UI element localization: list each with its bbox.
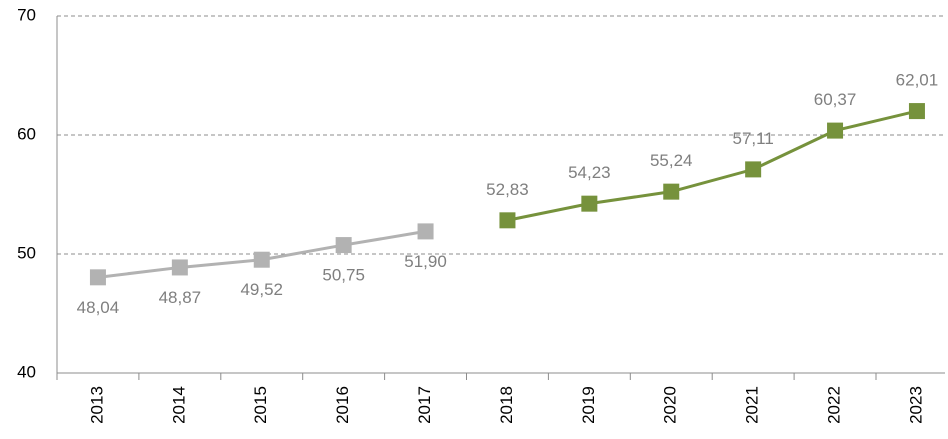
x-tick-label: 2015 [251,386,270,424]
marker [171,259,188,276]
marker [417,223,434,240]
y-tick-label: 70 [17,5,36,24]
data-label: 54,23 [568,163,611,182]
x-tick-label: 2023 [906,386,925,424]
y-tick-label: 40 [17,362,36,381]
marker [89,269,106,286]
data-label: 52,83 [486,180,529,199]
marker [663,183,680,200]
marker [745,161,762,178]
data-label: 51,90 [404,252,447,271]
x-tick-label: 2020 [661,386,680,424]
x-tick-label: 2013 [87,386,106,424]
marker [335,237,352,254]
data-label: 50,75 [322,266,365,285]
data-label: 57,11 [733,129,774,148]
y-tick-label: 50 [17,243,36,262]
x-tick-label: 2019 [579,386,598,424]
series-line [507,109,918,222]
y-tick-label: 60 [17,124,36,143]
x-tick-label: 2017 [415,386,434,424]
marker [253,251,270,268]
data-label: 55,24 [650,151,693,170]
data-label: 49,52 [240,280,283,299]
marker [581,195,598,212]
x-tick-label: 2021 [743,386,762,424]
x-tick-label: 2022 [825,386,844,424]
marker [499,212,516,229]
x-tick-label: 2018 [497,386,516,424]
x-tick-label: 2016 [333,386,352,424]
marker [908,103,925,120]
data-label: 60,37 [814,90,857,109]
data-label: 48,04 [77,298,120,317]
marker [827,122,844,139]
x-tick-label: 2014 [169,386,188,424]
data-label: 62,01 [896,71,939,90]
data-label: 48,87 [159,288,202,307]
